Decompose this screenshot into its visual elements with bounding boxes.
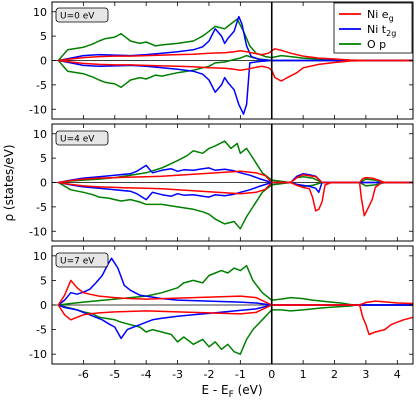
x-axis-label-unit: (eV) xyxy=(234,383,263,397)
x-tick-label-8: 2 xyxy=(331,368,338,381)
panel-u7-op-down-line xyxy=(58,304,413,355)
panel-u7-ytick-label-2: 0 xyxy=(40,299,47,312)
x-tick-label-7: 1 xyxy=(300,368,307,381)
x-tick-label-0: -6 xyxy=(78,368,89,381)
legend-eg-label-sub: g xyxy=(389,14,394,23)
x-tick-label-1: -5 xyxy=(109,368,120,381)
panel-u4-ytick-label-4: -10 xyxy=(29,225,47,238)
panel-u7-ytick-label-0: 10 xyxy=(33,250,47,263)
panel-u4-frame xyxy=(51,123,414,242)
legend-eg-label: Ni eg xyxy=(367,8,394,23)
panel-u7: 10 5 0 -5 -10 U=7 eV xyxy=(29,245,414,365)
x-tick-label-10: 4 xyxy=(394,368,401,381)
panel-u7-tag-text: U=7 eV xyxy=(60,257,95,267)
panel-u0-plot-area xyxy=(52,2,413,119)
panel-u4-ytick-label-2: 0 xyxy=(40,177,47,190)
panel-u7-eg-down-line xyxy=(57,304,413,336)
legend-op-label-main: O p xyxy=(367,38,386,51)
x-tick-labels: -6 -5 -4 -3 -2 -1 0 1 2 3 4 xyxy=(78,368,401,381)
panel-u4-plot-area xyxy=(52,124,413,241)
panel-u0-tag-text: U=0 eV xyxy=(60,12,95,22)
panel-u0-tag: U=0 eV xyxy=(55,7,109,23)
panel-u7-tag: U=7 eV xyxy=(55,252,109,268)
x-tick-label-2: -4 xyxy=(141,368,152,381)
panel-u4-t2g-up-line xyxy=(58,164,413,184)
panel-u7-op-up-line xyxy=(58,264,413,306)
panel-u4-ytick-label-3: -5 xyxy=(36,201,47,214)
legend-t2g-label: Ni t2g xyxy=(367,23,396,38)
panel-u7-ytick-label-3: -5 xyxy=(36,324,47,337)
panel-u4-t2g-down-line xyxy=(58,181,413,201)
panel-u4-tag-text: U=4 eV xyxy=(60,135,95,145)
panel-u0-ytick-label-4: -10 xyxy=(29,103,47,116)
panel-u4-ytick-label-1: 5 xyxy=(40,152,47,165)
legend-op-label: O p xyxy=(367,38,386,51)
panel-u4-eg-up-line xyxy=(58,170,413,184)
panel-u7-yticks: 10 5 0 -5 -10 xyxy=(29,250,47,361)
panel-u7-plot-area xyxy=(52,246,413,364)
panel-u0-ytick-label-1: 5 xyxy=(40,30,47,43)
panel-u0-ytick-label-3: -5 xyxy=(36,79,47,92)
x-tick-label-3: -3 xyxy=(172,368,183,381)
panel-u4-eg-down-line xyxy=(58,181,413,217)
panel-u7-ytick-label-1: 5 xyxy=(40,274,47,287)
panel-u0-eg-down-line xyxy=(58,59,413,82)
panel-u4-tag-box xyxy=(55,130,109,146)
x-tick-label-4: -2 xyxy=(203,368,214,381)
legend-eg-label-main: Ni e xyxy=(367,8,389,21)
x-axis-label: E - EF (eV) xyxy=(201,383,262,400)
panel-u0-eg-up-line xyxy=(58,48,413,62)
panel-u0-t2g-up-line xyxy=(58,15,413,62)
x-tick-label-5: -1 xyxy=(235,368,246,381)
panel-u0-op-up-line xyxy=(57,54,413,89)
panel-u4-op-down-line xyxy=(57,181,413,230)
panel-u7-ytick-label-4: -10 xyxy=(29,348,47,361)
panel-u0-op-down-line xyxy=(57,18,413,62)
panel-u0-tag-box xyxy=(55,7,109,23)
panel-u0-yticks: 10 5 0 -5 -10 xyxy=(29,6,47,117)
y-axis-label: ρ (states/eV) xyxy=(2,144,16,221)
panel-u4-yticks: 10 5 0 -5 -10 xyxy=(29,128,47,239)
legend-t2g-label-sub: 2g xyxy=(386,29,396,38)
panel-u4-tag: U=4 eV xyxy=(55,130,109,146)
x-tick-label-6: 0 xyxy=(268,368,275,381)
panel-u4: 10 5 0 -5 -10 U=4 eV xyxy=(29,123,414,242)
x-axis-label-main: E - E xyxy=(201,383,228,397)
panel-u0-ytick-label-0: 10 xyxy=(33,6,47,19)
panel-u7-tag-box xyxy=(55,252,109,268)
panel-u0: 10 5 0 -5 -10 U=0 eV xyxy=(29,1,414,120)
panel-u0-ytick-label-2: 0 xyxy=(40,55,47,68)
panel-u4-ytick-label-0: 10 xyxy=(33,128,47,141)
x-tick-label-9: 3 xyxy=(362,368,369,381)
panel-u7-eg-up-line xyxy=(57,279,413,306)
x-axis-label-sub: F xyxy=(229,390,234,400)
panel-u0-t2g-down-line xyxy=(58,59,413,115)
panel-u7-frame xyxy=(51,245,414,365)
legend-t2g-label-main: Ni t xyxy=(367,23,387,36)
